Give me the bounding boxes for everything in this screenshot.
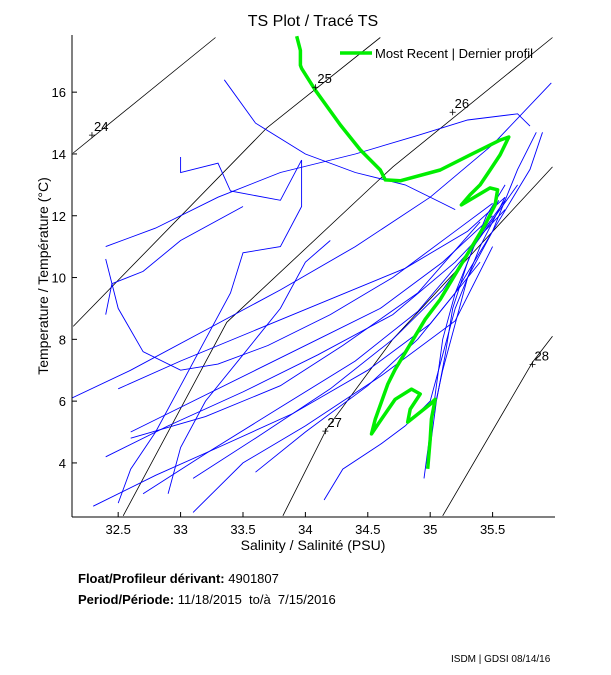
profile-line-16 [429,184,506,448]
x-tick-label: 34 [298,522,312,537]
x-tick-label: 35 [423,522,437,537]
contour-label-24: 24 [94,119,108,134]
profile-line-2 [223,79,456,211]
profile-line-12 [192,184,518,479]
x-axis-label: Salinity / Salinité (PSU) [241,537,386,553]
period-info: Period/Période: 11/18/2015 to/à 7/15/201… [78,592,336,607]
y-tick-label: 4 [59,456,66,471]
density-contour-26 [122,37,553,516]
x-tick-label: 33 [173,522,187,537]
profile-line-15 [423,200,500,479]
profile-line-5 [105,203,493,371]
profile-line-10 [105,209,506,458]
plot-frame [72,35,555,517]
contour-label-25: 25 [317,71,331,86]
contour-label-26: 26 [455,96,469,111]
float-id: 4901807 [228,571,279,586]
profile-line-18 [93,261,481,507]
float-label: Float/Profileur dérivant: [78,571,225,586]
y-tick-label: 16 [52,85,66,100]
contour-label-27: 27 [327,415,341,430]
plot-clip-group [72,35,553,517]
contour-mark-24 [88,132,95,139]
x-tick-label: 34.5 [355,522,380,537]
profile-line-1 [72,82,552,399]
x-tick-label: 32.5 [106,522,131,537]
contour-mark-26 [449,109,456,116]
density-contour-25 [72,37,381,327]
profile-line-13 [323,196,506,501]
period-label: Period/Période: [78,592,175,607]
y-tick-label: 14 [52,147,66,162]
most-recent-profile-line [295,35,511,469]
profile-line-17 [432,132,537,417]
x-tick-label: 35.5 [480,522,505,537]
period-value: 11/18/2015 to/à 7/15/2016 [177,592,336,607]
footer-credit: ISDM | GDSI 08/14/16 [451,654,551,665]
contour-mark-25 [312,84,319,91]
float-info: Float/Profileur dérivant: 4901807 [78,571,279,586]
profile-line-3 [105,113,531,248]
y-tick-label: 10 [52,271,66,286]
density-contour-27 [282,166,553,516]
legend-label-most-recent: Most Recent | Dernier profil [375,46,533,61]
ts-chart: TS Plot / Tracé TS 24 25 26 27 28 32.5 33 33.5 3… [35,13,555,553]
profile-line-9 [130,215,493,433]
profile-line-20 [130,221,481,439]
chart-title: TS Plot / Tracé TS [248,13,378,30]
profile-line-4 [117,157,303,504]
density-contour-24 [72,37,216,154]
profile-line-6 [105,206,244,315]
y-tick-label: 12 [52,209,66,224]
contour-mark-27 [322,428,329,435]
contour-label-28: 28 [535,348,549,363]
plot-area: 24 25 26 27 28 32.5 33 33.5 34 34.5 35 35.5 4 6 8 10 12 1… [52,35,555,537]
x-tick-label: 33.5 [230,522,255,537]
y-tick-label: 6 [59,394,66,409]
y-axis-label: Temperature / Température (°C) [35,177,51,375]
y-tick-label: 8 [59,332,66,347]
contour-mark-28 [529,361,536,368]
profile-line-8 [118,196,506,390]
profile-line-19 [192,246,494,513]
profile-line-7 [167,240,331,494]
profile-line-11 [142,200,506,495]
